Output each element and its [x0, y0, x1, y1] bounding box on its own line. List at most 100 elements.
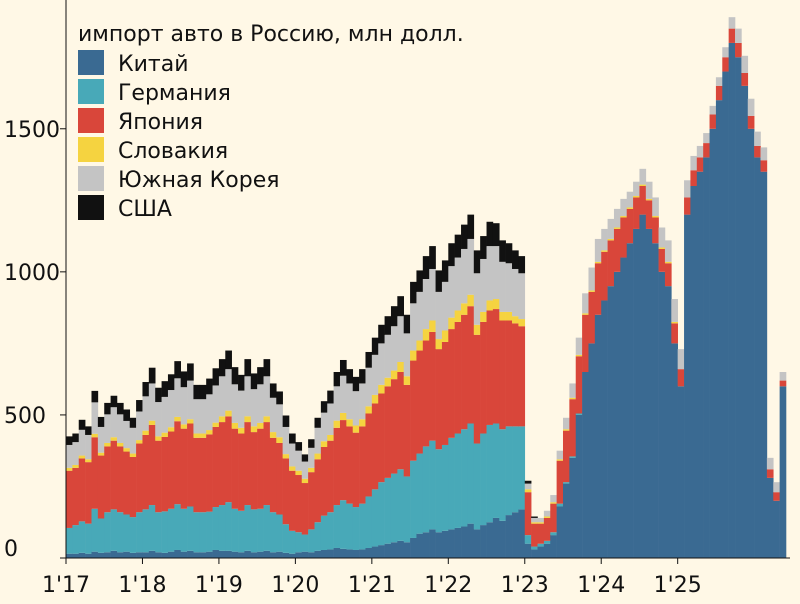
bar-segment-4-91 [645, 181, 653, 199]
bar-segment-1-4 [91, 508, 99, 552]
bar-segment-3-90 [639, 184, 647, 186]
bar-segment-1-1 [72, 525, 80, 554]
bar-segment-4-46 [359, 383, 366, 420]
bar-segment-5-6 [104, 402, 111, 415]
bar-segment-4-90 [639, 168, 647, 185]
bar-segment-0-41 [327, 549, 334, 558]
bar-segment-1-8 [116, 512, 124, 553]
bar-segment-2-23 [212, 426, 220, 508]
bar-segment-2-87 [620, 217, 628, 258]
bar-segment-1-74 [537, 543, 545, 547]
bar-segment-1-47 [365, 496, 373, 548]
bar-segment-0-6 [104, 552, 111, 558]
bar-segment-2-91 [645, 200, 653, 229]
bar-segment-1-76 [550, 532, 557, 536]
bar-segment-1-53 [403, 476, 411, 543]
bar-segment-0-19 [187, 550, 194, 558]
y-tick-label-1: 500 [4, 404, 46, 429]
bar-segment-2-86 [613, 228, 621, 272]
bar-segment-5-72 [524, 480, 532, 484]
bar-segment-4-44 [346, 383, 354, 420]
bar-segment-0-81 [582, 372, 589, 558]
bar-segment-1-15 [161, 511, 169, 553]
bar-segment-4-64 [473, 273, 481, 325]
bar-segment-0-101 [709, 128, 717, 558]
bar-segment-4-71 [518, 273, 526, 320]
bar-segment-2-66 [486, 310, 494, 425]
bar-segment-2-109 [760, 160, 768, 172]
bar-segment-1-27 [238, 510, 245, 553]
bar-segment-0-77 [556, 506, 564, 558]
bar-segment-3-84 [601, 250, 608, 252]
bar-segment-2-71 [518, 326, 526, 427]
bar-segment-3-33 [276, 437, 283, 443]
bar-segment-0-94 [664, 286, 672, 558]
bar-segment-0-71 [518, 509, 526, 558]
bar-segment-0-27 [238, 552, 245, 558]
bar-segment-0-93 [658, 271, 666, 558]
bar-segment-0-5 [97, 552, 105, 558]
bar-segment-4-56 [422, 279, 430, 330]
bar-segment-3-62 [461, 303, 468, 315]
bar-segment-3-24 [218, 416, 226, 423]
bar-segment-0-68 [499, 520, 506, 558]
bar-segment-0-98 [690, 186, 698, 558]
bar-segment-0-107 [747, 128, 755, 558]
bar-segment-4-24 [218, 376, 226, 417]
bar-segment-3-82 [588, 290, 596, 292]
bar-segment-4-16 [167, 390, 175, 428]
bar-segment-4-82 [588, 267, 596, 291]
bar-segment-3-25 [225, 410, 232, 417]
bar-segment-3-6 [104, 442, 111, 447]
bar-segment-0-106 [741, 85, 749, 558]
bar-segment-0-18 [180, 551, 188, 558]
bar-segment-2-30 [257, 428, 264, 509]
bar-segment-2-73 [531, 523, 538, 547]
bar-segment-0-103 [722, 71, 729, 558]
bar-segment-3-55 [416, 340, 424, 351]
bar-segment-0-53 [403, 542, 411, 558]
bar-segment-3-52 [397, 361, 404, 372]
bar-segment-3-69 [505, 311, 513, 321]
bar-segment-2-67 [492, 309, 500, 424]
bar-segment-2-29 [250, 432, 258, 510]
bar-segment-2-18 [180, 428, 188, 509]
bar-segment-4-94 [664, 240, 672, 262]
bar-segment-4-20 [193, 399, 201, 434]
bar-segment-1-34 [282, 524, 290, 553]
bar-segment-3-2 [78, 455, 86, 459]
bar-segment-4-72 [524, 483, 532, 490]
bar-segment-3-31 [263, 416, 271, 423]
bar-segment-1-19 [187, 506, 194, 551]
bar-segment-4-36 [295, 450, 303, 471]
bar-segment-1-43 [339, 500, 347, 549]
bar-segment-4-84 [601, 228, 608, 251]
bar-segment-5-8 [116, 402, 124, 415]
bar-segment-0-25 [225, 550, 232, 558]
bar-segment-4-112 [779, 372, 787, 381]
bar-segment-1-33 [276, 514, 283, 552]
bar-segment-3-43 [339, 412, 347, 421]
bar-segment-5-19 [187, 363, 194, 381]
chart-title: импорт авто в Россию, млн долл. [78, 22, 464, 47]
bar-segment-1-35 [289, 530, 296, 554]
bar-segment-2-74 [537, 523, 545, 544]
bar-segment-2-68 [499, 320, 506, 430]
bar-segment-1-48 [371, 489, 379, 547]
bar-segment-5-11 [136, 400, 143, 412]
bar-segment-3-58 [435, 339, 443, 350]
bar-segment-1-75 [543, 540, 551, 544]
bar-segment-5-58 [435, 270, 443, 292]
bar-segment-5-63 [467, 214, 475, 239]
bar-segment-1-52 [397, 469, 404, 541]
bar-segment-4-39 [314, 427, 322, 454]
bar-segment-0-95 [671, 343, 678, 558]
bar-segment-5-7 [110, 395, 118, 408]
bar-segment-1-49 [378, 482, 385, 546]
bar-segment-3-81 [582, 313, 589, 315]
bar-segment-0-110 [766, 477, 774, 558]
bar-segment-3-42 [333, 420, 341, 428]
bar-segment-3-79 [569, 397, 577, 400]
bar-segment-2-57 [429, 331, 436, 441]
